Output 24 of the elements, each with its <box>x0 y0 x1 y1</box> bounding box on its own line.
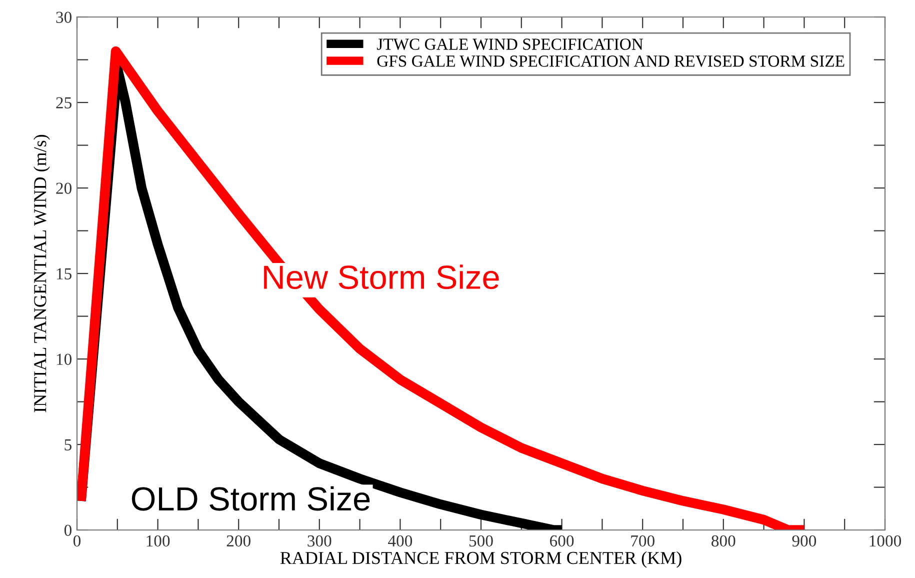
x-tick-label: 600 <box>550 535 574 547</box>
x-axis-title: RADIAL DISTANCE FROM STORM CENTER (KM) <box>280 551 682 568</box>
x-tick-label: 1000 <box>870 535 902 547</box>
y-tick-label: 25 <box>56 97 72 108</box>
x-tick-label: 0 <box>73 535 81 547</box>
y-tick-label: 10 <box>56 354 72 365</box>
y-tick-label: 20 <box>56 182 72 194</box>
x-tick-label: 800 <box>712 535 736 547</box>
annotation: OLD Storm Size <box>132 486 370 511</box>
y-tick-label: 30 <box>56 12 72 23</box>
x-tick-label: 900 <box>792 535 816 547</box>
x-tick-label: 100 <box>146 535 170 547</box>
y-tick-label: 5 <box>64 439 72 450</box>
x-tick-label: 400 <box>388 535 412 547</box>
y-tick-label: 15 <box>56 268 72 280</box>
x-tick-label: 300 <box>308 535 332 547</box>
x-tick-label: 700 <box>631 535 654 547</box>
x-tick-label: 500 <box>469 535 493 547</box>
y-axis-title: INITIAL TANGENTIAL WIND (m/s) <box>34 134 50 412</box>
x-tick-label: 200 <box>226 535 250 547</box>
legend-label: JTWC GALE WIND SPECIFICATION <box>376 38 644 50</box>
annotation: New Storm Size <box>264 264 499 290</box>
y-tick-label: 0 <box>64 524 72 536</box>
legend-label: GFS GALE WIND SPECIFICATION AND REVISED STORM SIZE <box>377 56 844 67</box>
